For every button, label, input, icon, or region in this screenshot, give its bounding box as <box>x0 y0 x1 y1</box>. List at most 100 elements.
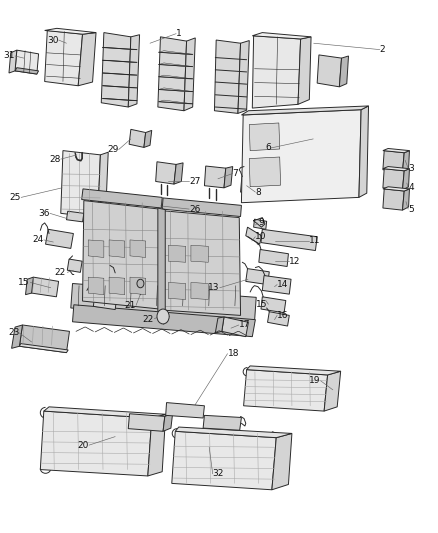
Text: 7: 7 <box>233 169 238 178</box>
Polygon shape <box>129 130 146 148</box>
Polygon shape <box>261 297 286 313</box>
Polygon shape <box>240 176 261 194</box>
Polygon shape <box>175 427 292 438</box>
Polygon shape <box>383 189 404 210</box>
Text: 24: 24 <box>32 236 44 245</box>
Polygon shape <box>102 60 137 62</box>
Text: 19: 19 <box>309 376 321 385</box>
Text: 13: 13 <box>208 283 220 292</box>
Polygon shape <box>317 55 342 87</box>
Text: 14: 14 <box>277 280 289 289</box>
Text: 5: 5 <box>408 205 414 214</box>
Polygon shape <box>262 276 291 294</box>
Polygon shape <box>101 33 131 107</box>
Polygon shape <box>158 208 165 313</box>
Polygon shape <box>249 123 280 151</box>
Polygon shape <box>11 325 22 349</box>
Polygon shape <box>241 106 368 115</box>
Polygon shape <box>215 40 240 114</box>
Text: 32: 32 <box>213 470 224 478</box>
Text: 18: 18 <box>227 349 239 358</box>
Polygon shape <box>128 35 140 107</box>
Polygon shape <box>159 75 193 79</box>
Polygon shape <box>272 433 292 490</box>
Polygon shape <box>261 229 317 251</box>
Polygon shape <box>383 149 410 153</box>
Text: 8: 8 <box>255 188 261 197</box>
Polygon shape <box>144 131 152 148</box>
Polygon shape <box>162 198 241 216</box>
Polygon shape <box>136 294 146 304</box>
Polygon shape <box>191 245 208 262</box>
Circle shape <box>323 161 339 180</box>
Polygon shape <box>222 317 248 337</box>
Polygon shape <box>88 240 104 257</box>
Circle shape <box>157 309 169 324</box>
Polygon shape <box>67 259 82 272</box>
Text: 25: 25 <box>10 193 21 202</box>
Polygon shape <box>158 37 187 111</box>
Polygon shape <box>254 219 267 229</box>
Polygon shape <box>403 189 410 210</box>
Polygon shape <box>82 200 159 309</box>
Text: 29: 29 <box>107 145 119 154</box>
Polygon shape <box>184 38 195 111</box>
Polygon shape <box>46 229 74 248</box>
Polygon shape <box>109 240 125 257</box>
Polygon shape <box>403 151 410 172</box>
Text: 23: 23 <box>8 328 19 337</box>
Text: 3: 3 <box>408 164 414 173</box>
Text: 26: 26 <box>189 205 201 214</box>
Polygon shape <box>268 312 290 326</box>
Polygon shape <box>148 414 166 476</box>
Polygon shape <box>298 37 311 104</box>
Polygon shape <box>19 325 70 353</box>
Polygon shape <box>246 227 261 244</box>
Polygon shape <box>71 284 256 322</box>
Polygon shape <box>159 51 193 54</box>
Polygon shape <box>166 402 205 418</box>
Polygon shape <box>67 211 84 222</box>
Polygon shape <box>249 157 281 187</box>
Polygon shape <box>19 344 68 353</box>
Polygon shape <box>155 162 176 184</box>
Circle shape <box>323 135 339 154</box>
Polygon shape <box>25 277 33 295</box>
Polygon shape <box>45 30 82 86</box>
Text: 17: 17 <box>239 320 250 329</box>
Polygon shape <box>252 33 311 39</box>
Text: 22: 22 <box>55 269 66 277</box>
Polygon shape <box>102 86 137 88</box>
Polygon shape <box>130 240 146 257</box>
Polygon shape <box>110 273 132 289</box>
Text: 21: 21 <box>125 301 136 310</box>
Polygon shape <box>191 282 208 300</box>
Polygon shape <box>174 163 183 184</box>
Text: 31: 31 <box>4 52 15 60</box>
Polygon shape <box>168 245 186 262</box>
Polygon shape <box>172 431 276 490</box>
Polygon shape <box>15 68 39 74</box>
Circle shape <box>350 108 355 115</box>
Polygon shape <box>88 277 104 295</box>
Polygon shape <box>109 277 125 295</box>
Polygon shape <box>32 277 59 297</box>
Polygon shape <box>102 47 137 50</box>
Polygon shape <box>383 151 404 172</box>
Polygon shape <box>324 371 341 411</box>
Text: 12: 12 <box>290 257 300 265</box>
Polygon shape <box>403 168 410 190</box>
Polygon shape <box>383 187 410 191</box>
Text: 27: 27 <box>189 177 201 186</box>
Polygon shape <box>238 41 249 114</box>
Polygon shape <box>128 414 165 431</box>
Polygon shape <box>244 369 328 411</box>
Polygon shape <box>163 413 173 431</box>
Text: 16: 16 <box>277 311 289 320</box>
Text: 9: 9 <box>258 219 264 228</box>
Text: 28: 28 <box>49 155 61 164</box>
Polygon shape <box>259 249 289 266</box>
Polygon shape <box>102 99 137 101</box>
Text: 6: 6 <box>265 143 271 152</box>
Polygon shape <box>359 106 368 197</box>
